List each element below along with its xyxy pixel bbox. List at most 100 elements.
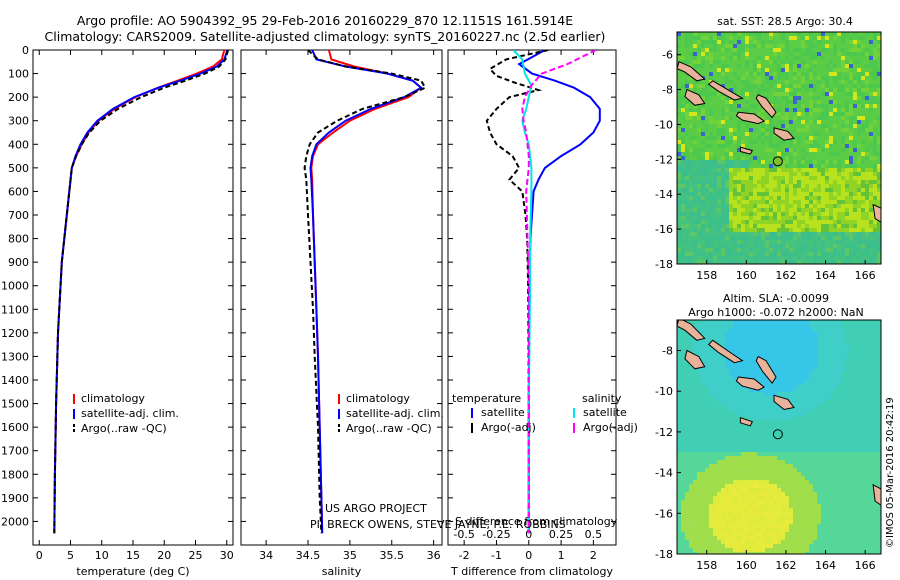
map-cell bbox=[825, 68, 830, 73]
map-cell bbox=[845, 140, 850, 145]
map-cell bbox=[681, 100, 686, 105]
map-cell bbox=[737, 216, 742, 221]
map-cell bbox=[821, 260, 826, 264]
map-cell bbox=[813, 156, 818, 161]
map-cell bbox=[757, 432, 762, 437]
map-cell bbox=[837, 192, 842, 197]
island-land bbox=[707, 80, 744, 101]
map-cell bbox=[877, 332, 881, 337]
map-cell bbox=[689, 408, 694, 413]
map-cell bbox=[769, 356, 774, 361]
map-cell bbox=[769, 256, 774, 261]
map-cell bbox=[705, 448, 710, 453]
map-cell bbox=[853, 132, 858, 137]
map-cell bbox=[813, 444, 818, 449]
map-cell bbox=[689, 56, 694, 61]
map-cell bbox=[689, 192, 694, 197]
map-cell bbox=[749, 348, 754, 353]
map-cell bbox=[869, 60, 874, 65]
map-cell bbox=[681, 104, 686, 109]
map-cell bbox=[849, 152, 854, 157]
map-cell bbox=[765, 92, 770, 97]
map-cell bbox=[697, 64, 702, 69]
map-cell bbox=[781, 60, 786, 65]
map-cell bbox=[853, 120, 858, 125]
map-cell bbox=[769, 156, 774, 161]
map-cell bbox=[765, 248, 770, 253]
map-cell bbox=[677, 360, 682, 365]
map-cell bbox=[685, 212, 690, 217]
map-cell bbox=[773, 360, 778, 365]
map-cell bbox=[701, 140, 706, 145]
map-cell bbox=[877, 428, 881, 433]
map-cell bbox=[753, 200, 758, 205]
map-cell bbox=[813, 32, 818, 37]
map-cell bbox=[709, 260, 714, 264]
map-cell bbox=[781, 208, 786, 213]
map-cell bbox=[705, 148, 710, 153]
map-cell bbox=[857, 72, 862, 77]
map-cell bbox=[873, 76, 878, 81]
map-cell bbox=[845, 320, 850, 325]
map-cell bbox=[785, 52, 790, 57]
map-cell bbox=[753, 36, 758, 41]
map-cell bbox=[777, 224, 782, 229]
map-cell bbox=[677, 164, 682, 169]
map-cell bbox=[809, 260, 814, 264]
map-cell bbox=[845, 32, 850, 37]
map-cell bbox=[797, 60, 802, 65]
map-cell bbox=[701, 232, 706, 237]
map-cell bbox=[697, 88, 702, 93]
map-cell bbox=[837, 436, 842, 441]
map-cell bbox=[717, 236, 722, 241]
map-cell bbox=[697, 240, 702, 245]
map-cell bbox=[753, 76, 758, 81]
map-cell bbox=[865, 348, 870, 353]
map-cell bbox=[781, 364, 786, 369]
map-cell bbox=[777, 360, 782, 365]
map-cell bbox=[777, 140, 782, 145]
map-cell bbox=[809, 56, 814, 61]
map-cell bbox=[805, 124, 810, 129]
map-cell bbox=[705, 340, 710, 345]
map-cell bbox=[681, 424, 686, 429]
map-cell bbox=[677, 128, 682, 133]
map-cell bbox=[677, 156, 682, 161]
map-cell bbox=[677, 68, 682, 73]
map-cell bbox=[785, 344, 790, 349]
map-cell bbox=[693, 164, 698, 169]
map-cell bbox=[821, 96, 826, 101]
map-cell bbox=[713, 356, 718, 361]
map-cell bbox=[713, 368, 718, 373]
map-cell bbox=[861, 100, 866, 105]
map-cell bbox=[689, 416, 694, 421]
map-cell bbox=[765, 260, 770, 264]
map-cell bbox=[869, 248, 874, 253]
map-cell bbox=[765, 376, 770, 381]
map-cell bbox=[797, 392, 802, 397]
map-cell bbox=[813, 412, 818, 417]
map-cell bbox=[793, 92, 798, 97]
map-cell bbox=[733, 392, 738, 397]
map-cell bbox=[713, 244, 718, 249]
map-cell bbox=[837, 376, 842, 381]
map-cell bbox=[761, 432, 766, 437]
map-cell bbox=[677, 404, 682, 409]
map-cell bbox=[833, 148, 838, 153]
map-cell bbox=[861, 132, 866, 137]
map-cell bbox=[781, 368, 786, 373]
map-cell bbox=[761, 32, 766, 37]
map-cell bbox=[741, 184, 746, 189]
map-cell bbox=[709, 184, 714, 189]
map-cell bbox=[733, 104, 738, 109]
map-cell bbox=[801, 124, 806, 129]
map-cell bbox=[785, 364, 790, 369]
map-cell bbox=[725, 68, 730, 73]
map-cell bbox=[865, 136, 870, 141]
map-cell bbox=[829, 192, 834, 197]
map-cell bbox=[853, 420, 858, 425]
map-cell bbox=[869, 48, 874, 53]
map-cell bbox=[713, 44, 718, 49]
map-cell bbox=[801, 68, 806, 73]
map-cell bbox=[709, 404, 714, 409]
